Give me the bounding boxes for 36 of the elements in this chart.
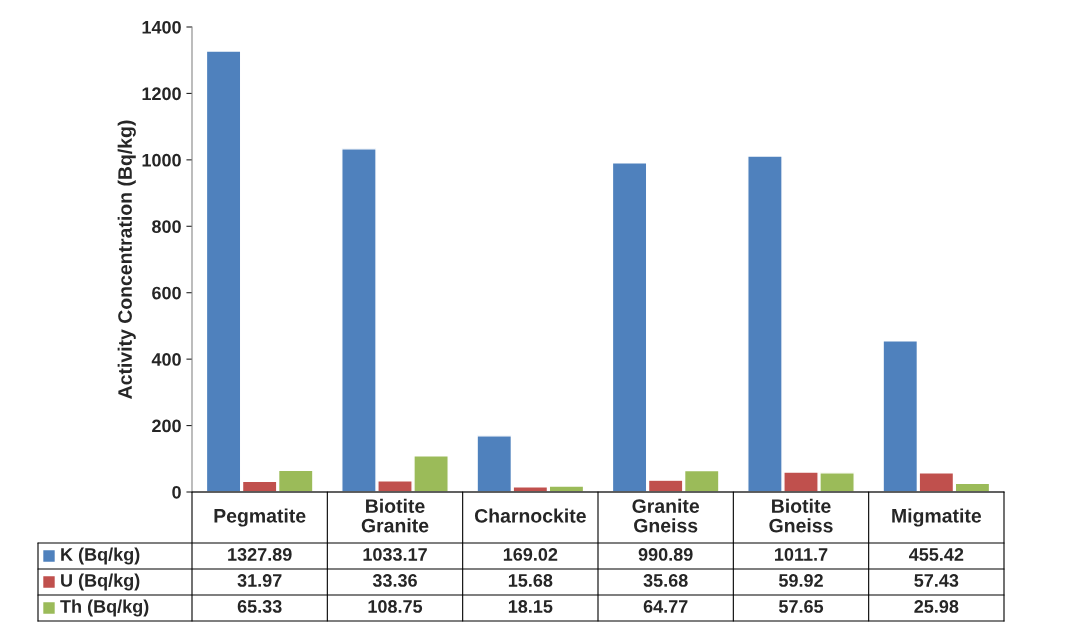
y-tick-label: 0 — [172, 485, 181, 499]
data-label: 64.77 — [643, 600, 688, 613]
data-label: 1327.89 — [228, 548, 292, 561]
data-label: 169.02 — [503, 548, 558, 561]
data-label: 25.98 — [914, 600, 959, 613]
y-axis-title: Activity Concentration (Bq/kg) — [117, 120, 136, 399]
data-label: 57.43 — [914, 574, 959, 587]
data-label: 1011.7 — [775, 548, 828, 561]
y-tick-label: 1000 — [142, 153, 181, 167]
legend-label: Th (Bq/kg) — [60, 599, 149, 617]
data-label: 15.68 — [508, 574, 553, 587]
x-tick-label: Biotite Granite — [361, 498, 429, 533]
legend-label: U (Bq/kg) — [61, 573, 140, 591]
x-tick-label: Charnockite — [474, 508, 586, 523]
x-tick-label: Granite Gneiss — [632, 498, 700, 533]
data-label: 35.68 — [643, 574, 688, 587]
data-label: 990.89 — [638, 548, 693, 561]
legend-label: K (Bq/kg) — [61, 547, 140, 565]
data-label: 65.33 — [237, 600, 282, 613]
y-tick-label: 1200 — [142, 87, 181, 101]
x-tick-label: Pegmatite — [214, 508, 306, 527]
data-label: 455.42 — [909, 548, 964, 561]
y-tick-label: 600 — [152, 286, 181, 300]
data-label: 31.97 — [237, 574, 282, 587]
data-label: 33.36 — [372, 574, 417, 587]
x-tick-label: Migmatite — [892, 508, 982, 527]
y-tick-label: 400 — [151, 353, 181, 366]
data-label: 57.65 — [778, 600, 824, 613]
data-label: 1033.17 — [363, 548, 427, 561]
y-tick-label: 1400 — [142, 20, 181, 34]
y-tick-label: 800 — [152, 220, 181, 234]
y-tick-label: 200 — [152, 419, 181, 433]
data-label: 18.15 — [508, 600, 553, 613]
x-tick-label: Biotite Gneiss — [769, 498, 833, 533]
data-label: 108.75 — [368, 600, 423, 613]
data-label: 59.92 — [778, 574, 823, 587]
